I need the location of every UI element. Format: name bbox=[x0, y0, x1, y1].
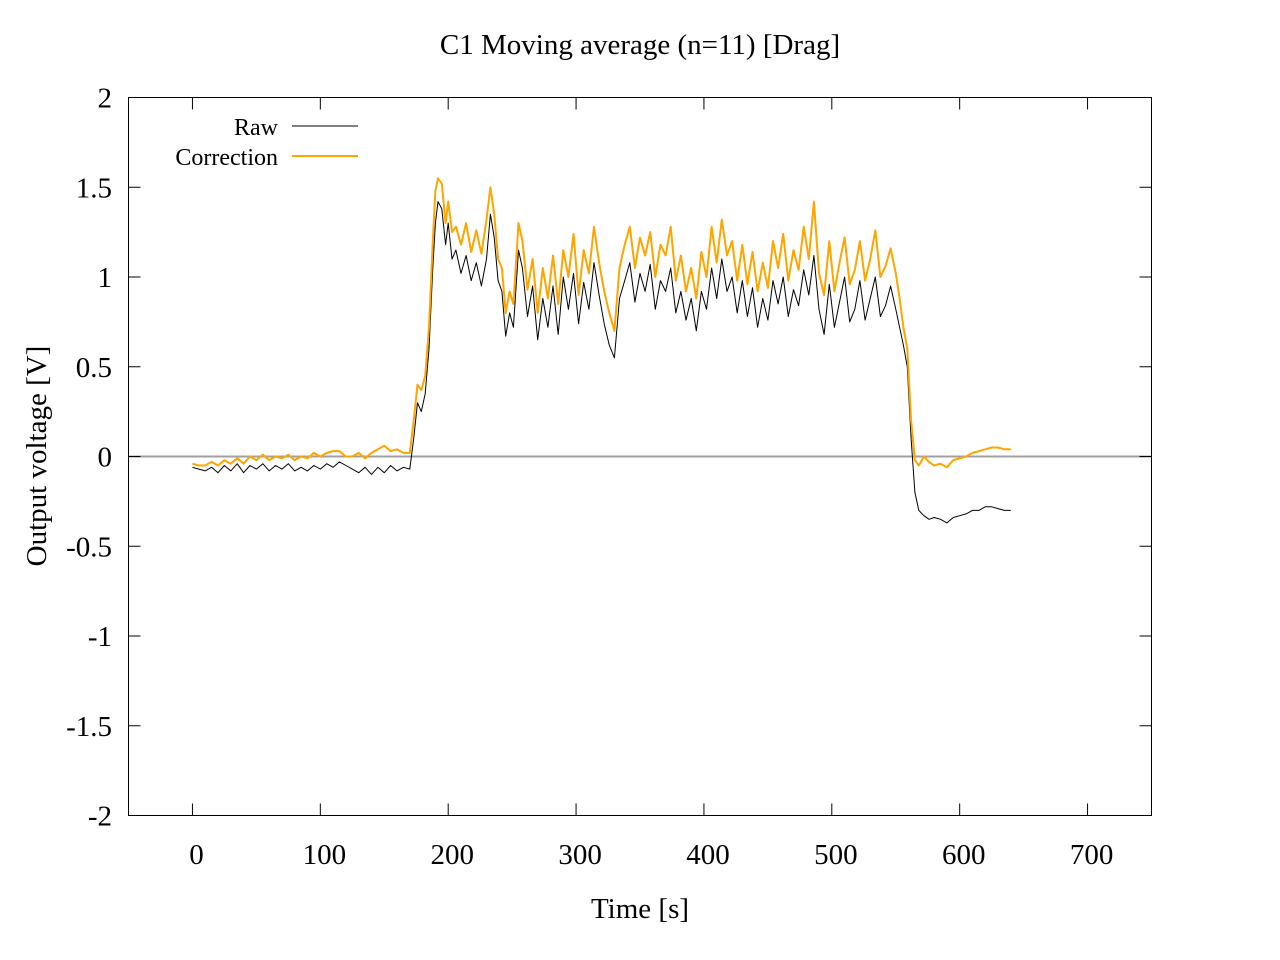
x-tick-label: 300 bbox=[558, 839, 602, 871]
y-tick-label: -1 bbox=[88, 621, 112, 653]
x-tick-label: 700 bbox=[1070, 839, 1114, 871]
legend-label-correction: Correction bbox=[175, 145, 278, 171]
y-tick-label: 1 bbox=[98, 262, 113, 294]
chart-title: C1 Moving average (n=11) [Drag] bbox=[440, 29, 840, 61]
legend: Raw Correction bbox=[175, 115, 358, 171]
legend-label-raw: Raw bbox=[234, 115, 279, 141]
y-tick-label: -2 bbox=[88, 801, 112, 833]
x-tick-label: 0 bbox=[189, 839, 204, 871]
y-tick-label: 1.5 bbox=[76, 172, 112, 204]
y-tick-label: 0 bbox=[98, 442, 113, 474]
y-axis-label: Output voltage [V] bbox=[21, 346, 53, 567]
x-tick-label: 500 bbox=[814, 839, 858, 871]
x-axis-label: Time [s] bbox=[591, 893, 689, 925]
x-tick-label: 100 bbox=[303, 839, 347, 871]
x-tick-label: 200 bbox=[430, 839, 474, 871]
series-line-raw bbox=[192, 201, 1011, 524]
y-tick-label: 0.5 bbox=[76, 352, 112, 384]
series-line-correction bbox=[192, 177, 1011, 469]
x-tick-label: 600 bbox=[942, 839, 986, 871]
y-tick-label: -0.5 bbox=[66, 531, 112, 563]
y-tick-label: 2 bbox=[98, 83, 113, 115]
x-tick-label: 400 bbox=[686, 839, 730, 871]
y-tick-label: -1.5 bbox=[66, 711, 112, 743]
